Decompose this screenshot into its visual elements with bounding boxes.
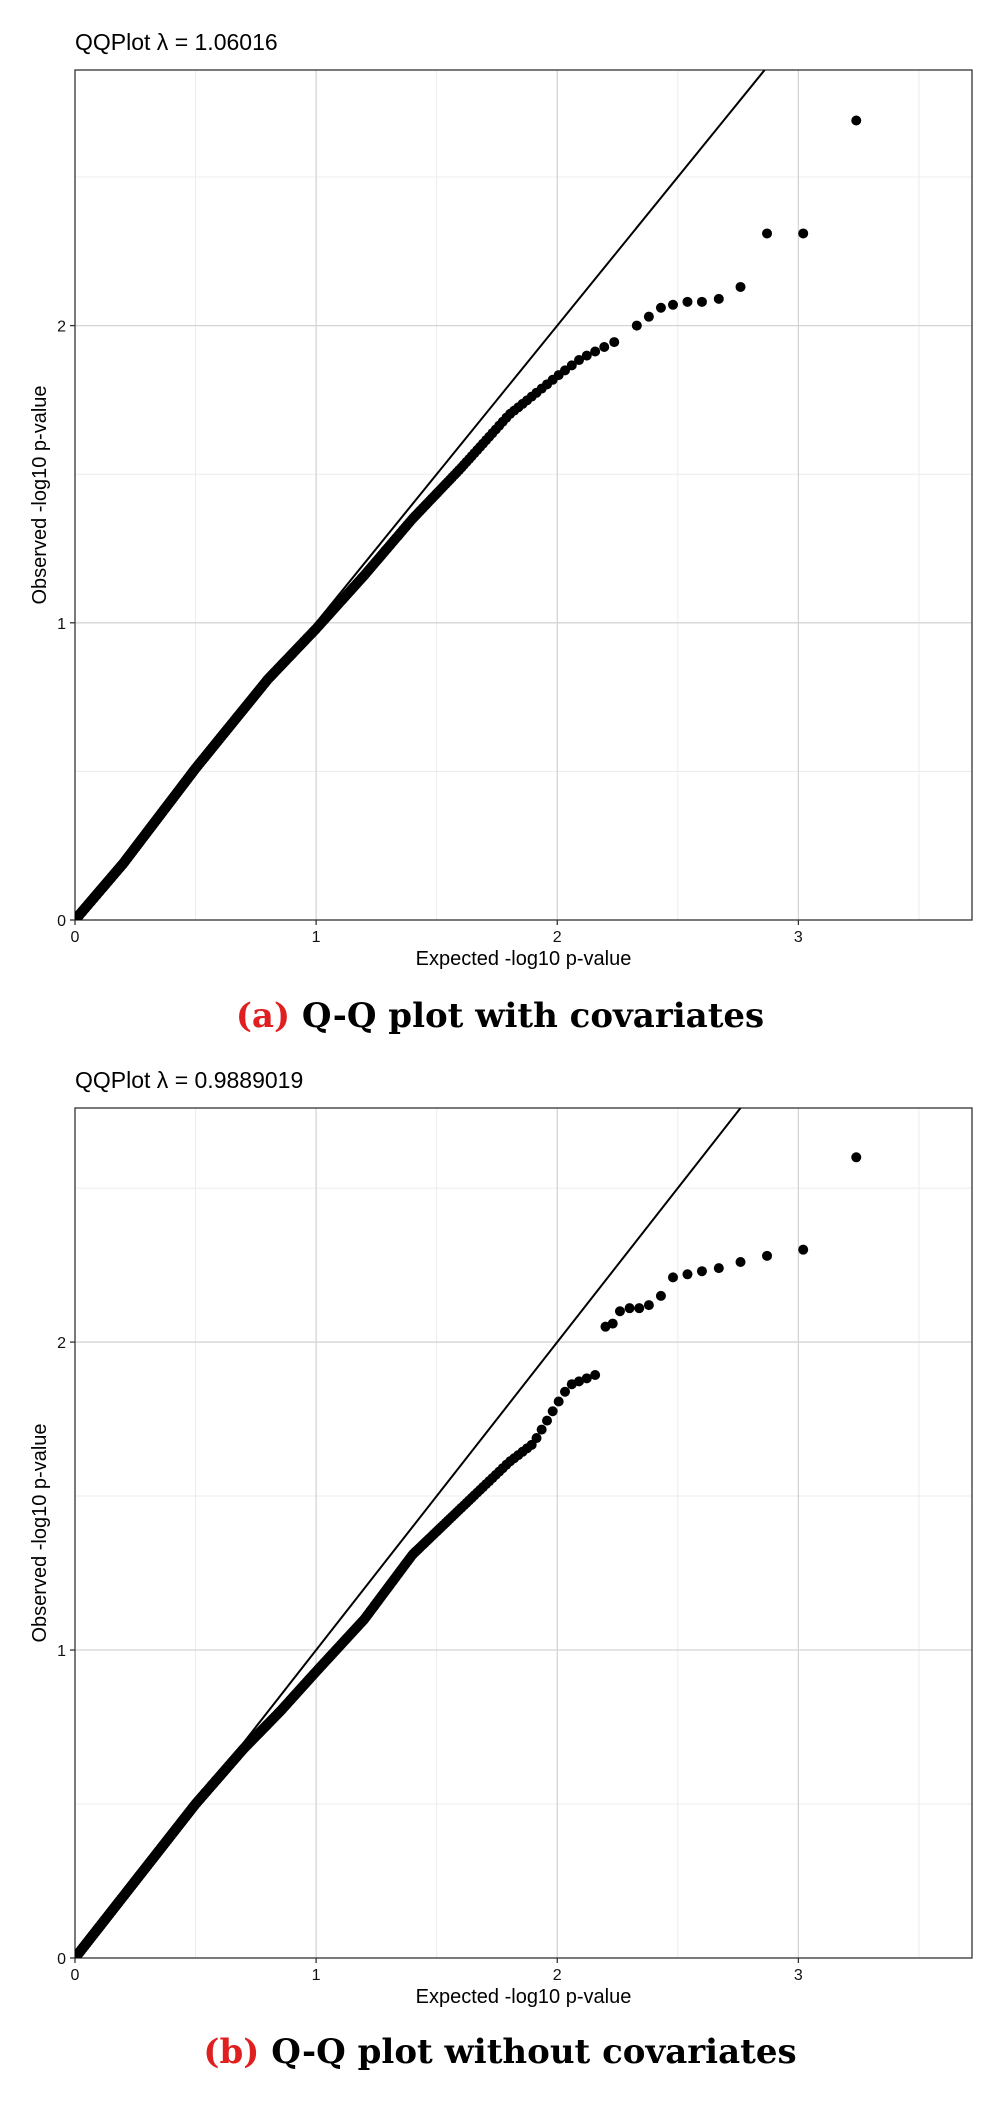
panel-caption: (a) Q-Q plot with covariates — [236, 996, 764, 1036]
qq-point — [713, 1263, 724, 1274]
qq-point — [762, 1250, 773, 1261]
qq-point — [798, 1244, 809, 1255]
y-axis-title: Observed -log10 p-value — [29, 385, 51, 604]
panel-caption: (b) Q-Q plot without covariates — [203, 2032, 796, 2072]
qq-point — [590, 346, 601, 357]
x-tick-label: 0 — [71, 1967, 80, 1984]
caption-label: (a) — [236, 996, 290, 1036]
caption-text: Q-Q plot without covariates — [259, 2032, 796, 2072]
qq-point — [851, 115, 862, 126]
qq-point — [696, 296, 707, 307]
qq-point — [682, 1269, 693, 1280]
x-tick-label: 0 — [71, 929, 80, 946]
qq-point — [553, 1396, 564, 1407]
y-tick-label: 2 — [57, 1335, 66, 1352]
qq-point — [668, 1272, 678, 1283]
qq-point — [696, 1266, 707, 1277]
qq-point — [631, 320, 642, 331]
qq-point — [574, 1376, 584, 1387]
x-axis-title: Expected -log10 p-value — [416, 1986, 632, 2008]
qq-point — [609, 337, 620, 348]
qq-point — [735, 281, 746, 292]
qq-point — [581, 1373, 592, 1384]
qq-point — [531, 1433, 542, 1444]
x-tick-label: 3 — [794, 1967, 803, 1984]
y-tick-label: 2 — [57, 319, 66, 336]
qq-point — [798, 228, 809, 239]
qq-point — [547, 1406, 558, 1417]
qq-point — [682, 296, 693, 307]
y-tick-label: 0 — [57, 1951, 66, 1968]
y-axis-title: Observed -log10 p-value — [29, 1423, 51, 1642]
qq-point — [590, 1370, 601, 1381]
y-tick-label: 1 — [57, 1643, 66, 1660]
plot-title: QQPlot λ = 1.06016 — [75, 29, 278, 55]
caption-text: Q-Q plot with covariates — [290, 996, 764, 1036]
x-tick-label: 3 — [794, 929, 803, 946]
data-points — [75, 115, 862, 920]
qq-point — [560, 1386, 571, 1397]
x-tick-label: 2 — [553, 929, 562, 946]
qq-point — [643, 311, 654, 322]
qq-point — [655, 302, 666, 313]
qq-point — [713, 293, 724, 304]
qq-point — [655, 1290, 666, 1301]
x-tick-label: 2 — [553, 1967, 562, 1984]
x-tick-label: 1 — [312, 929, 321, 946]
qq-point — [851, 1152, 862, 1163]
qq-plot-panel: 0 1 2 3 0 1 2 Expected -log10 p-value Observed -… — [29, 1067, 973, 2072]
x-axis-title: Expected -log10 p-value — [416, 948, 632, 970]
qq-point — [581, 350, 592, 361]
qq-point — [536, 1424, 547, 1435]
y-tick-label: 0 — [57, 913, 66, 930]
plot-frame — [74, 69, 973, 921]
y-tick-label: 1 — [57, 616, 66, 633]
qq-plot-panel: 0 1 2 3 0 1 2 Expected -log10 p-value Observed -… — [29, 29, 973, 1036]
qq-point — [574, 355, 584, 366]
qq-point — [599, 342, 610, 353]
qq-point — [634, 1303, 645, 1314]
qq-point — [624, 1303, 635, 1314]
qq-point — [566, 360, 577, 371]
x-tick-label: 1 — [312, 1967, 321, 1984]
qq-point — [668, 299, 678, 310]
qq-point — [542, 1415, 553, 1426]
qq-point — [607, 1318, 618, 1329]
plot-frame — [74, 1107, 973, 1959]
plot-title: QQPlot λ = 0.9889019 — [75, 1067, 303, 1093]
qq-point — [735, 1256, 746, 1267]
caption-label: (b) — [203, 2032, 259, 2072]
qq-point — [762, 228, 773, 239]
qq-point — [643, 1300, 654, 1311]
data-points — [75, 1152, 862, 1958]
qq-point — [614, 1306, 625, 1317]
